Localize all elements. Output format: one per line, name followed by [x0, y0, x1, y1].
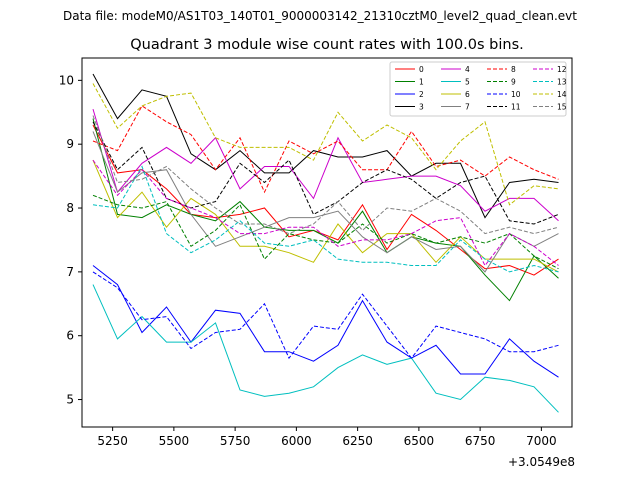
y-tick-label: 6	[66, 329, 74, 343]
legend-label-1: 1	[419, 78, 424, 87]
series-line-6	[92, 159, 559, 273]
y-tick-label: 9	[66, 137, 74, 151]
x-tick-label: 6250	[342, 434, 373, 448]
legend-box	[389, 61, 567, 117]
y-axis: 5 6 7 8 9 10	[59, 73, 82, 407]
series-line-2	[92, 265, 559, 378]
series-line-14	[92, 83, 559, 206]
legend-label-15: 15	[557, 103, 567, 112]
x-tick-label: 5250	[97, 434, 128, 448]
x-axis: 5250 5500 5750 6000 6250 6500 6750 7000	[97, 427, 557, 448]
x-tick-label: 7000	[526, 434, 557, 448]
y-tick-label: 8	[66, 201, 74, 215]
legend-label-8: 8	[511, 65, 516, 74]
legend-label-14: 14	[557, 90, 567, 99]
y-tick-label: 10	[59, 73, 74, 87]
series-line-3	[92, 73, 559, 219]
legend-label-13: 13	[557, 78, 567, 87]
legend-label-7: 7	[465, 103, 470, 112]
axes-frame	[81, 57, 573, 428]
x-tick-label: 6500	[404, 434, 435, 448]
legend-label-10: 10	[511, 90, 521, 99]
y-tick-label: 5	[66, 393, 74, 407]
legend-label-3: 3	[419, 103, 424, 112]
series-line-1	[92, 118, 559, 302]
y-tick-label: 7	[66, 265, 74, 279]
x-tick-label: 5500	[159, 434, 190, 448]
legend-label-12: 12	[557, 65, 567, 74]
x-tick-label: 6000	[281, 434, 312, 448]
series-line-10	[92, 271, 559, 360]
legend-label-0: 0	[419, 65, 424, 74]
chart-title: Quadrant 3 module wise count rates with …	[130, 37, 524, 53]
legend-label-9: 9	[511, 78, 516, 87]
legend-label-11: 11	[511, 103, 521, 112]
series-line-15	[92, 115, 559, 235]
series-line-0	[92, 124, 559, 276]
x-tick-label: 6750	[465, 434, 496, 448]
series-line-9	[92, 194, 559, 270]
series-line-12	[92, 159, 559, 267]
series-line-7	[92, 131, 559, 273]
series-line-13	[92, 165, 559, 273]
legend-label-5: 5	[465, 78, 470, 87]
series-line-8	[92, 105, 559, 194]
suptitle: Data file: modeM0/AS1T03_140T01_90000031…	[63, 9, 577, 23]
series-line-4	[92, 108, 559, 222]
series-line-5	[92, 284, 559, 413]
legend-label-4: 4	[465, 65, 470, 74]
x-offset-label: +3.0549e8	[508, 455, 575, 469]
legend-label-6: 6	[465, 90, 470, 99]
x-tick-label: 5750	[220, 434, 251, 448]
legend-label-2: 2	[419, 90, 424, 99]
plot-lines	[92, 73, 559, 413]
